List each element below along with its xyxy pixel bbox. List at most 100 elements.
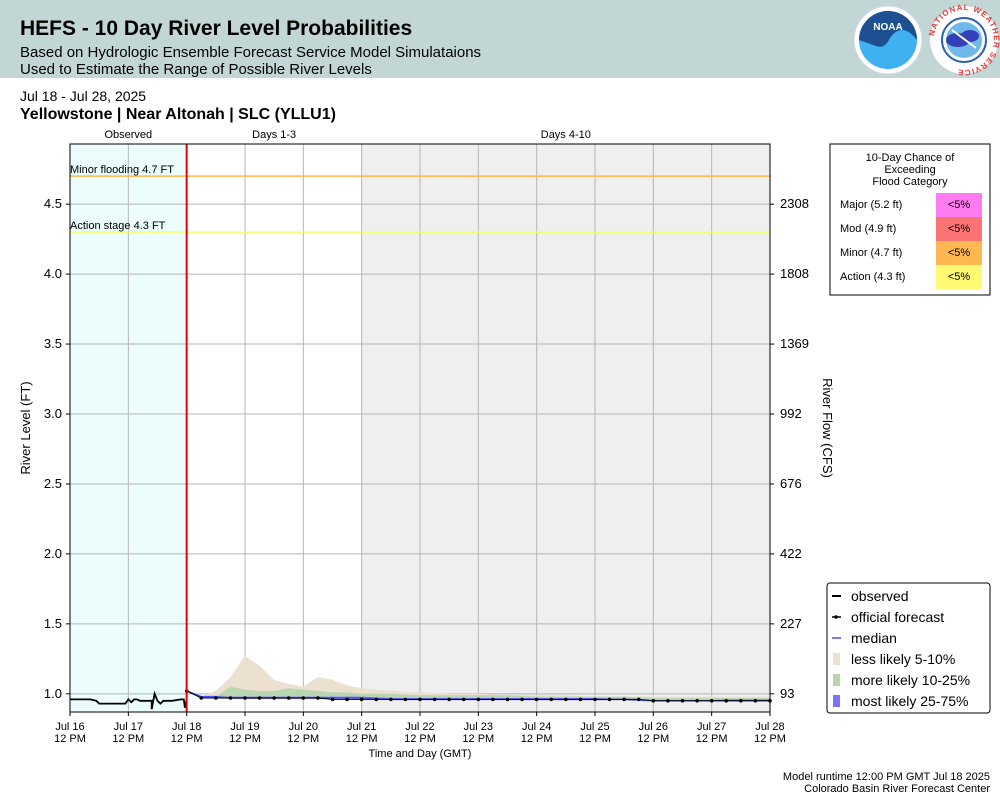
y-tick-label: 2.0 xyxy=(44,546,62,561)
legend-item-b3: most likely 25-75% xyxy=(833,693,969,709)
y2-tick-label: 676 xyxy=(780,476,802,491)
x-tick-label-day: Jul 19 xyxy=(230,721,259,733)
official-forecast-point xyxy=(374,697,379,702)
official-forecast-point xyxy=(724,699,729,703)
x-tick-label-time: 12 PM xyxy=(462,733,494,745)
official-forecast-point xyxy=(739,699,743,703)
legend-swatch-b3 xyxy=(833,695,840,707)
y-tick-label: 1.0 xyxy=(44,686,62,701)
x-tick-label-time: 12 PM xyxy=(54,733,86,745)
legend-box xyxy=(826,582,991,714)
exceedance-table-title: Flood Category xyxy=(872,176,948,188)
official-forecast-point xyxy=(257,696,262,700)
official-forecast-point xyxy=(534,697,539,702)
x-tick-label-time: 12 PM xyxy=(404,733,436,745)
noaa-logo: NOAA xyxy=(853,5,923,75)
legend-item-b2: more likely 10-25% xyxy=(833,672,970,688)
exceedance-category-label: Mod (4.9 ft) xyxy=(840,223,896,235)
exceedance-chance-value: <5% xyxy=(948,223,971,235)
official-forecast-point xyxy=(564,697,568,702)
x-tick-label-time: 12 PM xyxy=(754,733,786,745)
y2-tick-label: 1808 xyxy=(780,266,809,281)
noaa-logo-text: NOAA xyxy=(873,22,902,33)
official-forecast-point xyxy=(286,696,291,700)
legend-label: median xyxy=(851,630,897,646)
official-forecast-point xyxy=(228,696,233,700)
action-threshold-label: Action stage 4.3 FT xyxy=(70,220,166,232)
days-4-10-shading xyxy=(361,144,770,712)
exceedance-table-title: Exceeding xyxy=(884,164,935,176)
nws-logo: NATIONAL WEATHER SERVICE xyxy=(928,4,1000,76)
legend-label: more likely 10-25% xyxy=(851,672,970,688)
official-forecast-point xyxy=(359,697,364,702)
official-forecast-point xyxy=(578,697,583,702)
official-forecast-point xyxy=(505,697,510,702)
x-tick-label-time: 12 PM xyxy=(112,733,144,745)
official-forecast-point xyxy=(403,697,408,702)
x-tick-label-time: 12 PM xyxy=(579,733,611,745)
official-forecast-point xyxy=(243,696,247,700)
legend-label: most likely 25-75% xyxy=(851,693,969,709)
legend-label: less likely 5-10% xyxy=(851,651,955,667)
y-tick-label: 3.5 xyxy=(44,336,62,351)
model-runtime: Model runtime 12:00 PM GMT Jul 18 2025 xyxy=(782,771,990,783)
official-forecast-point xyxy=(680,699,685,703)
y2-axis-title: River Flow (CFS) xyxy=(820,378,835,478)
y-axis-title: River Level (FT) xyxy=(18,381,33,474)
x-tick-label-day: Jul 28 xyxy=(755,721,784,733)
official-forecast-point xyxy=(447,697,451,702)
y2-tick-label: 1369 xyxy=(780,336,809,351)
legend-item-b1: less likely 5-10% xyxy=(833,651,955,667)
official-forecast-point xyxy=(272,696,276,700)
official-forecast-point xyxy=(491,697,495,702)
subtitle-line-2: Used to Estimate the Range of Possible R… xyxy=(20,61,372,78)
exceedance-swatch xyxy=(936,193,982,217)
page-title: HEFS - 10 Day River Level Probabilities xyxy=(20,17,413,40)
legend-item-median: median xyxy=(832,630,897,646)
x-tick-label-time: 12 PM xyxy=(346,733,378,745)
official-forecast-point xyxy=(461,697,466,702)
legend-item-official: official forecast xyxy=(832,609,944,625)
official-forecast-point xyxy=(709,699,714,703)
x-tick-label-day: Jul 23 xyxy=(464,721,493,733)
x-tick-label-day: Jul 16 xyxy=(55,721,84,733)
y2-tick-label: 2308 xyxy=(780,196,809,211)
official-forecast-point xyxy=(651,699,656,703)
region-label-3: Days 4-10 xyxy=(541,129,591,141)
x-tick-label-day: Jul 17 xyxy=(114,721,143,733)
x-tick-label-time: 12 PM xyxy=(171,733,203,745)
x-axis-title: Time and Day (GMT) xyxy=(369,748,472,760)
y2-tick-label: 227 xyxy=(780,616,802,631)
x-tick-label-time: 12 PM xyxy=(287,733,319,745)
official-forecast-point xyxy=(636,697,641,702)
x-tick-label-time: 12 PM xyxy=(696,733,728,745)
header-banner: HEFS - 10 Day River Level Probabilities … xyxy=(0,0,1000,78)
legend-label: official forecast xyxy=(851,609,944,625)
date-range: Jul 18 - Jul 28, 2025 xyxy=(20,88,147,104)
official-forecast-point xyxy=(622,697,626,702)
region-label-1: Observed xyxy=(104,129,152,141)
location-title: Yellowstone | Near Altonah | SLC (YLLU1) xyxy=(20,106,336,123)
exceedance-swatch xyxy=(936,265,982,289)
official-forecast-point xyxy=(593,697,597,702)
official-forecast-point xyxy=(476,697,481,702)
official-forecast-point xyxy=(549,697,554,702)
x-tick-label-time: 12 PM xyxy=(229,733,261,745)
exceedance-chance-value: <5% xyxy=(948,199,971,211)
exceedance-swatch xyxy=(936,241,982,265)
x-tick-label-day: Jul 18 xyxy=(172,721,201,733)
y-tick-label: 4.5 xyxy=(44,196,62,211)
official-forecast-point xyxy=(432,697,437,702)
band-less-likely-5-10 xyxy=(186,656,770,701)
legend-swatch-b2 xyxy=(833,674,840,686)
y-tick-label: 4.0 xyxy=(44,266,62,281)
exceedance-swatch xyxy=(936,217,982,241)
official-forecast-point xyxy=(666,699,670,703)
official-forecast-point xyxy=(316,696,320,700)
observed-line xyxy=(70,690,188,710)
x-tick-label-time: 12 PM xyxy=(521,733,553,745)
y2-tick-label: 422 xyxy=(780,546,802,561)
legend-label: observed xyxy=(851,588,909,604)
official-forecast-point xyxy=(330,697,335,702)
